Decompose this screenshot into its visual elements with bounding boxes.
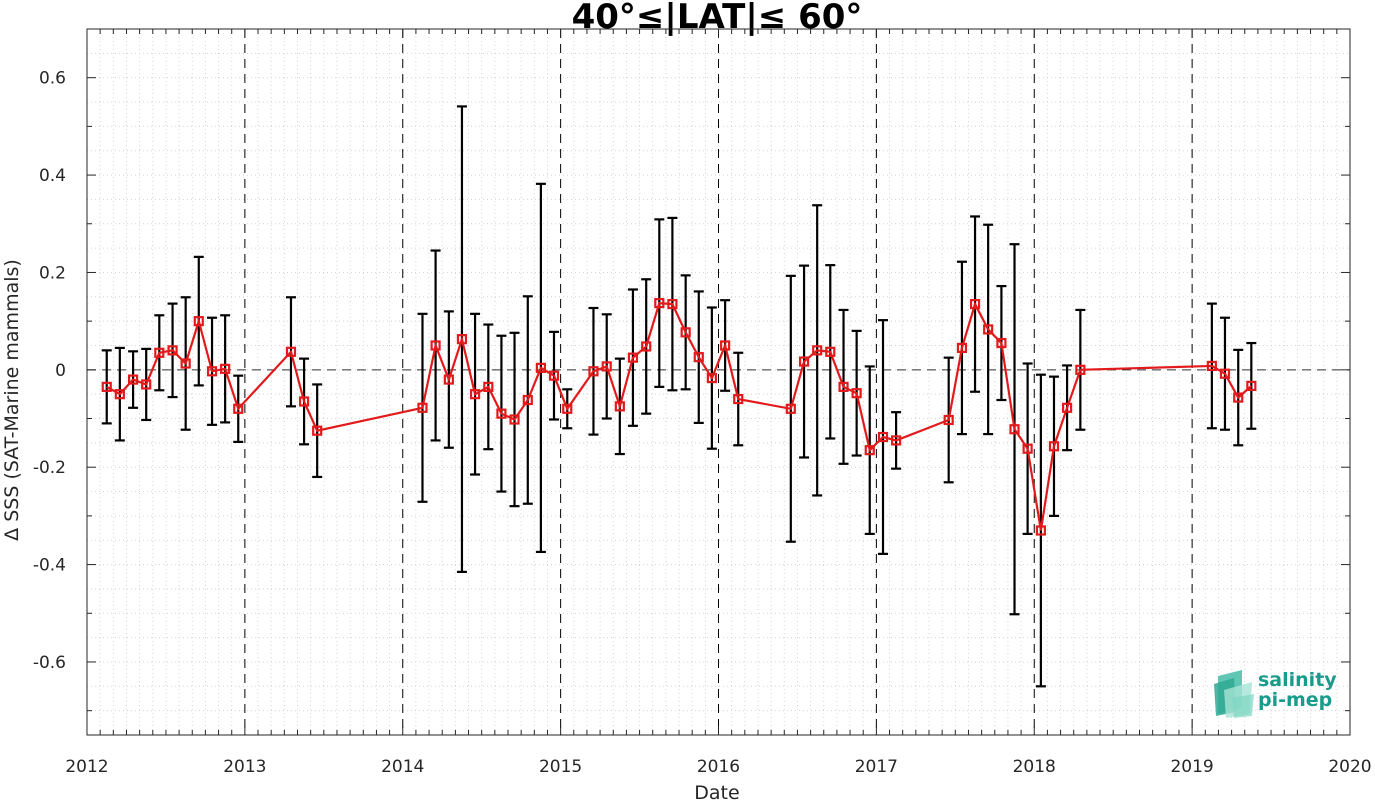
y-tick-label: 0.2 <box>39 263 66 283</box>
data-point <box>220 363 231 374</box>
x-tick-label: 2016 <box>697 757 740 777</box>
data-point <box>114 389 125 400</box>
data-point <box>141 379 152 390</box>
y-axis-label: Δ SSS (SAT-Marine mammals) <box>1 259 23 541</box>
x-axis-label: Date <box>694 782 739 801</box>
y-tick-label: -0.6 <box>33 653 66 673</box>
data-point <box>798 356 810 367</box>
x-tick-label: 2019 <box>1170 757 1213 777</box>
data-point <box>206 366 218 377</box>
logo-text-salinity: salinity <box>1258 669 1337 691</box>
data-point <box>233 403 244 414</box>
data-point <box>522 394 533 406</box>
data-point <box>167 345 178 356</box>
data-point <box>1061 402 1073 413</box>
y-tick-label: -0.2 <box>33 458 66 478</box>
x-tick-label: 2018 <box>1013 757 1056 777</box>
data-point <box>956 342 968 354</box>
data-point <box>733 393 744 405</box>
data-point <box>706 373 717 384</box>
y-axis-ticks: -0.6 -0.4 -0.2 0 0.2 0.4 0.6 <box>33 28 1350 712</box>
logo-text-pi-mep: pi-mep <box>1258 689 1333 711</box>
data-point <box>1075 364 1086 375</box>
data-point <box>943 414 954 426</box>
x-tick-label: 2014 <box>381 757 424 777</box>
data-point <box>417 402 428 413</box>
data-point <box>1035 525 1046 536</box>
data-point <box>1009 424 1020 435</box>
x-tick-label: 2017 <box>855 757 898 777</box>
data-point <box>180 358 191 369</box>
data-point <box>601 361 612 372</box>
data-point <box>443 374 454 385</box>
x-tick-label: 2015 <box>539 757 582 777</box>
data-point <box>430 340 441 351</box>
data-point <box>548 370 560 381</box>
data-point <box>614 401 625 412</box>
data-point <box>127 374 139 385</box>
data-point <box>680 327 691 338</box>
data-point <box>838 381 849 392</box>
data-point <box>483 381 494 392</box>
data-point <box>298 396 310 407</box>
data-point <box>193 316 204 327</box>
data-point <box>469 389 481 400</box>
year-dividers <box>244 29 1193 735</box>
data-point <box>996 337 1007 349</box>
data-point <box>825 346 836 357</box>
data-point <box>1233 392 1244 403</box>
data-point <box>983 324 994 335</box>
data-point <box>1219 368 1231 379</box>
data-point <box>969 298 981 310</box>
data-point <box>785 403 796 414</box>
y-tick-label: -0.4 <box>33 556 66 576</box>
data-point <box>562 403 573 414</box>
x-tick-label: 2012 <box>65 757 108 777</box>
data-point <box>535 362 546 373</box>
data-point <box>101 381 112 392</box>
x-tick-label: 2020 <box>1328 757 1371 777</box>
data-point <box>312 425 323 436</box>
series-markers <box>101 298 1257 536</box>
data-point <box>1206 360 1217 372</box>
y-tick-label: 0 <box>55 361 66 381</box>
data-point <box>641 341 652 352</box>
data-point <box>627 352 639 363</box>
data-point <box>654 298 665 309</box>
data-point <box>509 414 520 425</box>
y-tick-label: 0.4 <box>39 166 66 186</box>
y-tick-label: 0.6 <box>39 69 66 89</box>
data-point <box>1022 443 1033 454</box>
series-line <box>106 301 1253 531</box>
data-point <box>851 388 862 399</box>
data-point <box>891 435 902 446</box>
data-point <box>588 366 599 377</box>
data-point <box>877 431 889 443</box>
x-axis-ticks: 2012 2013 2014 2015 2016 2017 2018 2019 2020 <box>65 29 1372 777</box>
data-point <box>1048 441 1060 452</box>
x-tick-label: 2013 <box>223 757 266 777</box>
wave-icon <box>1214 670 1254 718</box>
data-point <box>864 445 875 456</box>
chart-title: 40°≤|LAT|≤ 60° <box>572 0 863 37</box>
data-point <box>496 408 507 419</box>
data-point <box>720 340 731 351</box>
data-point <box>1246 380 1257 391</box>
data-point <box>693 352 704 363</box>
data-point <box>667 298 678 310</box>
data-point <box>154 347 165 358</box>
data-point <box>456 334 468 345</box>
data-point <box>285 346 297 357</box>
salinity-pi-mep-logo: salinity pi-mep <box>1212 668 1342 718</box>
data-point <box>812 345 823 356</box>
